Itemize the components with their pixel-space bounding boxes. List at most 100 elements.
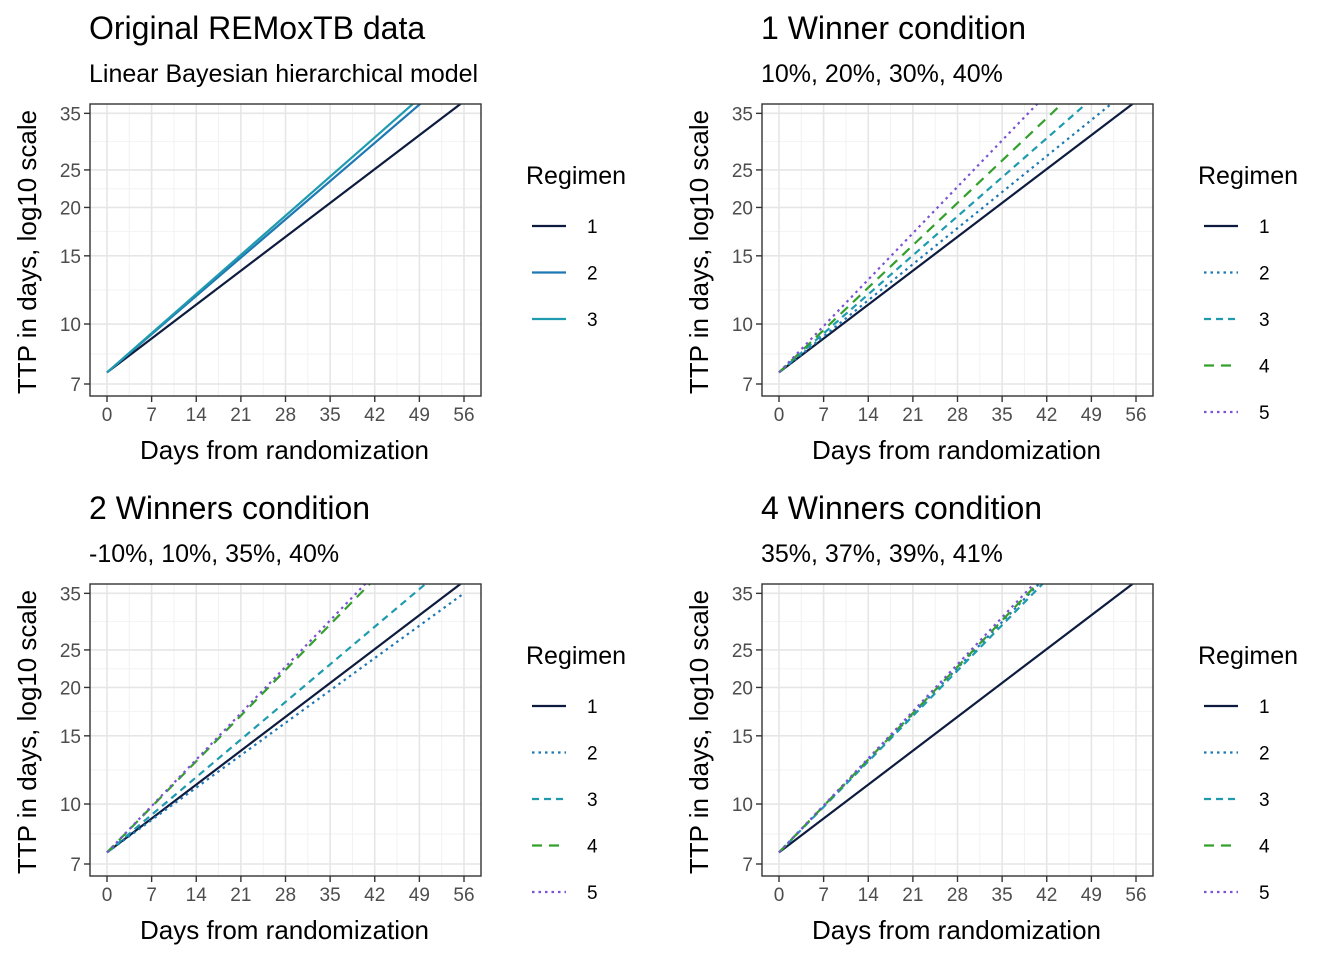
y-tick-label: 20 [732, 198, 753, 219]
y-tick-label: 10 [732, 795, 753, 816]
chart-title: 4 Winners condition [761, 490, 1042, 526]
y-tick-label: 20 [60, 198, 81, 219]
series-line-3 [778, 584, 1044, 854]
legend-label-4: 4 [1259, 837, 1270, 858]
x-tick-label: 42 [364, 885, 385, 906]
x-tick-label: 42 [1036, 405, 1057, 426]
x-tick-label: 0 [774, 405, 785, 426]
chart-title: 1 Winner condition [761, 10, 1026, 46]
legend-title: Regimen [1198, 162, 1298, 190]
y-tick-label: 25 [60, 161, 81, 182]
chart-subtitle: 10%, 20%, 30%, 40% [761, 60, 1003, 88]
legend-label-4: 4 [587, 837, 598, 858]
series-line-1 [778, 104, 1135, 374]
x-tick-label: 14 [858, 405, 880, 426]
y-tick-label: 10 [60, 315, 81, 336]
x-tick-label: 35 [992, 885, 1013, 906]
series-line-5 [778, 104, 1039, 374]
x-tick-label: 14 [186, 405, 208, 426]
chart-subtitle: -10%, 10%, 35%, 40% [89, 540, 339, 568]
legend-label-3: 3 [587, 310, 598, 331]
chart-panel-1: Original REMoxTB data Linear Bayesian hie… [12, 10, 626, 465]
legend-label-4: 4 [1259, 357, 1270, 378]
y-tick-label: 25 [60, 641, 81, 662]
x-tick-label: 21 [230, 885, 251, 906]
legend-label-2: 2 [1259, 264, 1270, 285]
legend-label-3: 3 [1259, 790, 1270, 811]
y-tick-label: 10 [60, 795, 81, 816]
x-tick-label: 0 [102, 405, 113, 426]
x-tick-label: 35 [320, 405, 341, 426]
x-tick-label: 21 [902, 405, 923, 426]
legend-label-2: 2 [1259, 744, 1270, 765]
x-tick-label: 14 [858, 885, 880, 906]
y-tick-label: 35 [60, 104, 81, 125]
y-tick-label: 25 [732, 641, 753, 662]
x-tick-label: 35 [320, 885, 341, 906]
x-tick-label: 49 [1081, 885, 1102, 906]
y-tick-label: 15 [60, 247, 81, 268]
y-axis-title: TTP in days, log10 scale [684, 590, 714, 874]
chart-subtitle: Linear Bayesian hierarchical model [89, 60, 478, 88]
series-line-5 [106, 584, 367, 854]
y-tick-label: 25 [732, 161, 753, 182]
y-tick-label: 35 [732, 584, 753, 605]
series-line-1 [106, 584, 463, 854]
legend-title: Regimen [526, 642, 626, 670]
series-group [778, 584, 1135, 854]
series-line-1 [106, 104, 463, 374]
legend-label-2: 2 [587, 264, 598, 285]
x-tick-label: 42 [1036, 885, 1057, 906]
legend-title: Regimen [1198, 642, 1298, 670]
chart-title: Original REMoxTB data [89, 10, 425, 46]
y-tick-label: 15 [732, 247, 753, 268]
legend-label-1: 1 [587, 217, 598, 238]
x-axis-title: Days from randomization [812, 435, 1101, 465]
series-line-1 [778, 584, 1135, 854]
x-tick-label: 49 [1081, 405, 1102, 426]
x-tick-label: 28 [275, 405, 296, 426]
series-group [106, 584, 465, 854]
x-tick-label: 56 [453, 885, 474, 906]
y-tick-label: 7 [742, 375, 753, 396]
series-line-2 [778, 104, 1113, 374]
legend-label-5: 5 [587, 883, 598, 904]
x-tick-label: 7 [818, 885, 829, 906]
series-line-4 [778, 104, 1064, 374]
series-line-3 [106, 104, 415, 374]
x-tick-label: 21 [230, 405, 251, 426]
y-axis-title: TTP in days, log10 scale [12, 590, 42, 874]
x-tick-label: 56 [453, 405, 474, 426]
x-tick-label: 42 [364, 405, 385, 426]
y-axis-title: TTP in days, log10 scale [684, 110, 714, 394]
y-tick-label: 15 [732, 727, 753, 748]
y-tick-label: 20 [732, 678, 753, 699]
y-tick-label: 35 [732, 104, 753, 125]
y-tick-label: 20 [60, 678, 81, 699]
y-tick-label: 7 [70, 855, 81, 876]
legend-label-2: 2 [587, 744, 598, 765]
series-line-2 [106, 592, 465, 854]
x-tick-label: 28 [947, 405, 968, 426]
legend-label-3: 3 [587, 790, 598, 811]
y-tick-label: 7 [742, 855, 753, 876]
x-tick-label: 7 [818, 405, 829, 426]
y-tick-label: 35 [60, 584, 81, 605]
x-tick-label: 49 [409, 885, 430, 906]
x-tick-label: 0 [774, 885, 785, 906]
legend-label-3: 3 [1259, 310, 1270, 331]
x-tick-label: 28 [275, 885, 296, 906]
chart-panel-3: 2 Winners condition-10%, 10%, 35%, 40%0 7… [12, 490, 626, 945]
x-tick-label: 0 [102, 885, 113, 906]
legend-title: Regimen [526, 162, 626, 190]
x-axis-title: Days from randomization [812, 915, 1101, 945]
x-tick-label: 35 [992, 405, 1013, 426]
x-axis-title: Days from randomization [140, 915, 429, 945]
legend-label-5: 5 [1259, 883, 1270, 904]
y-tick-label: 10 [732, 315, 753, 336]
x-tick-label: 7 [146, 885, 157, 906]
legend-label-1: 1 [1259, 217, 1270, 238]
y-tick-label: 15 [60, 727, 81, 748]
